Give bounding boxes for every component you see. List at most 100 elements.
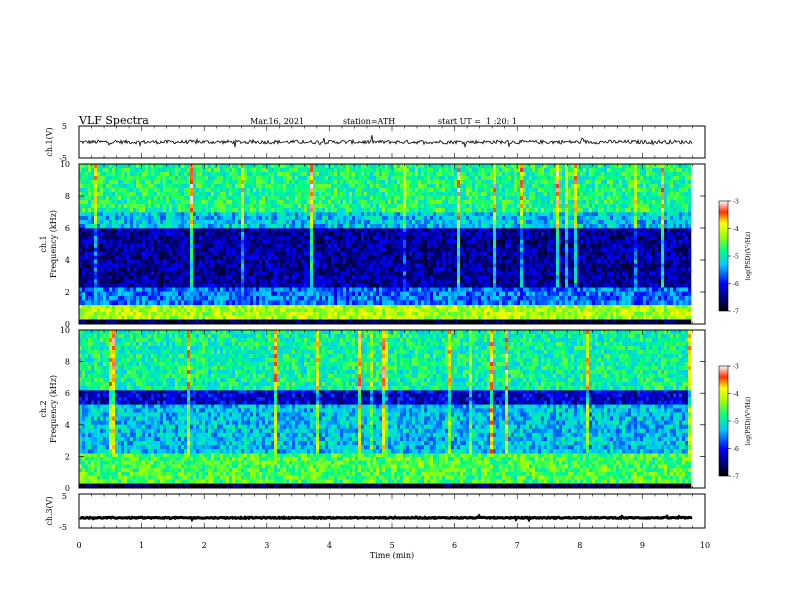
spectrogram-cell xyxy=(283,291,287,297)
spectrogram-cell xyxy=(451,271,455,276)
spectrogram-cell xyxy=(649,283,653,288)
spectrogram-cell xyxy=(544,271,548,276)
spectrogram-cell xyxy=(136,259,140,264)
spectrogram-cell xyxy=(343,259,347,264)
spectrogram-cell xyxy=(229,247,233,252)
spectrogram-cell xyxy=(481,312,485,316)
spectrogram-cell xyxy=(682,263,686,268)
spectrogram-cell xyxy=(283,275,287,280)
spectrogram-cell xyxy=(250,319,254,325)
spectrogram-cell xyxy=(616,279,620,284)
spectrogram-cell xyxy=(595,267,599,272)
spectrogram-cell xyxy=(223,319,227,325)
spectrogram-cell xyxy=(478,279,482,284)
spectrogram-cell xyxy=(238,279,242,284)
spectrogram-cell xyxy=(100,283,104,288)
spectrogram-cell xyxy=(82,315,86,320)
spectrogram-cell xyxy=(271,279,275,284)
spectrogram-cell xyxy=(301,255,305,260)
spectrogram-cell xyxy=(157,271,161,276)
spectrogram-cell xyxy=(208,279,212,284)
spectrogram-cell xyxy=(325,279,329,284)
spectrogram-cell xyxy=(175,315,179,320)
spectrogram-cell xyxy=(619,291,623,297)
spectrogram-cell xyxy=(538,308,542,313)
spectrogram-cell xyxy=(265,212,269,217)
spectrogram-cell xyxy=(556,247,560,252)
spectrogram-cell xyxy=(154,304,158,309)
spectrogram-cell xyxy=(292,247,296,252)
spectrogram-cell xyxy=(631,267,635,272)
spectrogram-cell xyxy=(343,263,347,268)
spectrogram-cell xyxy=(418,251,422,256)
spectrogram-cell xyxy=(364,231,368,237)
spectrogram-cell xyxy=(358,271,362,276)
spectrogram-cell xyxy=(685,228,689,233)
spectrogram-cell xyxy=(325,251,329,256)
spectrogram-cell xyxy=(433,231,437,237)
spectrogram-cell xyxy=(226,300,230,306)
spectrogram-cell xyxy=(592,291,596,297)
spectrogram-cell xyxy=(463,287,467,292)
spectrogram-cell xyxy=(163,228,167,233)
spectrogram-cell xyxy=(199,296,203,301)
spectrogram-cell xyxy=(577,259,581,264)
spectrogram-cell xyxy=(169,267,173,272)
spectrogram-cell xyxy=(379,300,383,306)
spectrogram-cell xyxy=(595,239,599,245)
spectrogram-cell xyxy=(295,247,299,252)
spectrogram-cell xyxy=(538,259,542,264)
spectrogram-cell xyxy=(559,312,563,316)
spectrogram-cell xyxy=(319,291,323,297)
spectrogram-cell xyxy=(448,267,452,272)
spectrogram-cell xyxy=(499,239,503,245)
spectrogram-cell xyxy=(319,243,323,249)
spectrogram-cell xyxy=(667,283,671,288)
spectrogram-cell xyxy=(553,312,557,316)
spectrogram-cell xyxy=(100,235,104,241)
spectrogram-cell xyxy=(112,267,116,272)
spectrogram-cell xyxy=(352,251,356,256)
spectrogram-cell xyxy=(643,291,647,297)
spectrogram-cell xyxy=(613,263,617,268)
spectrogram-cell xyxy=(199,308,203,313)
spectrogram-cell xyxy=(289,296,293,301)
spectrogram-cell xyxy=(178,283,182,288)
spectrogram-cell xyxy=(664,308,668,313)
spectrogram-cell xyxy=(421,255,425,260)
spectrogram-cell xyxy=(253,212,257,217)
spectrogram-cell xyxy=(403,243,407,249)
spectrogram-cell xyxy=(559,239,563,245)
spectrogram-cell xyxy=(502,228,506,233)
spectrogram-cell xyxy=(403,247,407,252)
spectrogram-cell xyxy=(106,279,110,284)
spectrogram-cell xyxy=(391,283,395,288)
spectrogram-cell xyxy=(298,308,302,313)
spectrogram-cell xyxy=(361,243,365,249)
spectrogram-cell xyxy=(142,275,146,280)
spectrogram-cell xyxy=(109,287,113,292)
spectrogram-cell xyxy=(220,315,224,320)
spectrogram-cell xyxy=(172,228,176,233)
spectrogram-cell xyxy=(589,275,593,280)
spectrogram-cell xyxy=(79,315,83,320)
spectrogram-cell xyxy=(400,312,404,316)
spectrogram-cell xyxy=(505,279,509,284)
spectrogram-cell xyxy=(292,279,296,284)
spectrogram-cell xyxy=(679,319,683,325)
spectrogram-cell xyxy=(499,283,503,288)
spectrogram-cell xyxy=(418,319,422,325)
spectrogram-cell xyxy=(343,235,347,241)
spectrogram-cell xyxy=(385,291,389,297)
spectrogram-cell xyxy=(100,255,104,260)
spectrogram-cell xyxy=(466,263,470,268)
spectrogram-cell xyxy=(478,308,482,313)
spectrogram-cell xyxy=(343,228,347,233)
spectrogram-cell xyxy=(214,263,218,268)
spectrogram-cell xyxy=(94,243,98,249)
spectrogram-cell xyxy=(463,228,467,233)
spectrogram-cell xyxy=(331,300,335,306)
spectrogram-cell xyxy=(481,255,485,260)
spectrogram-cell xyxy=(469,291,473,297)
spectrogram-cell xyxy=(121,243,125,249)
